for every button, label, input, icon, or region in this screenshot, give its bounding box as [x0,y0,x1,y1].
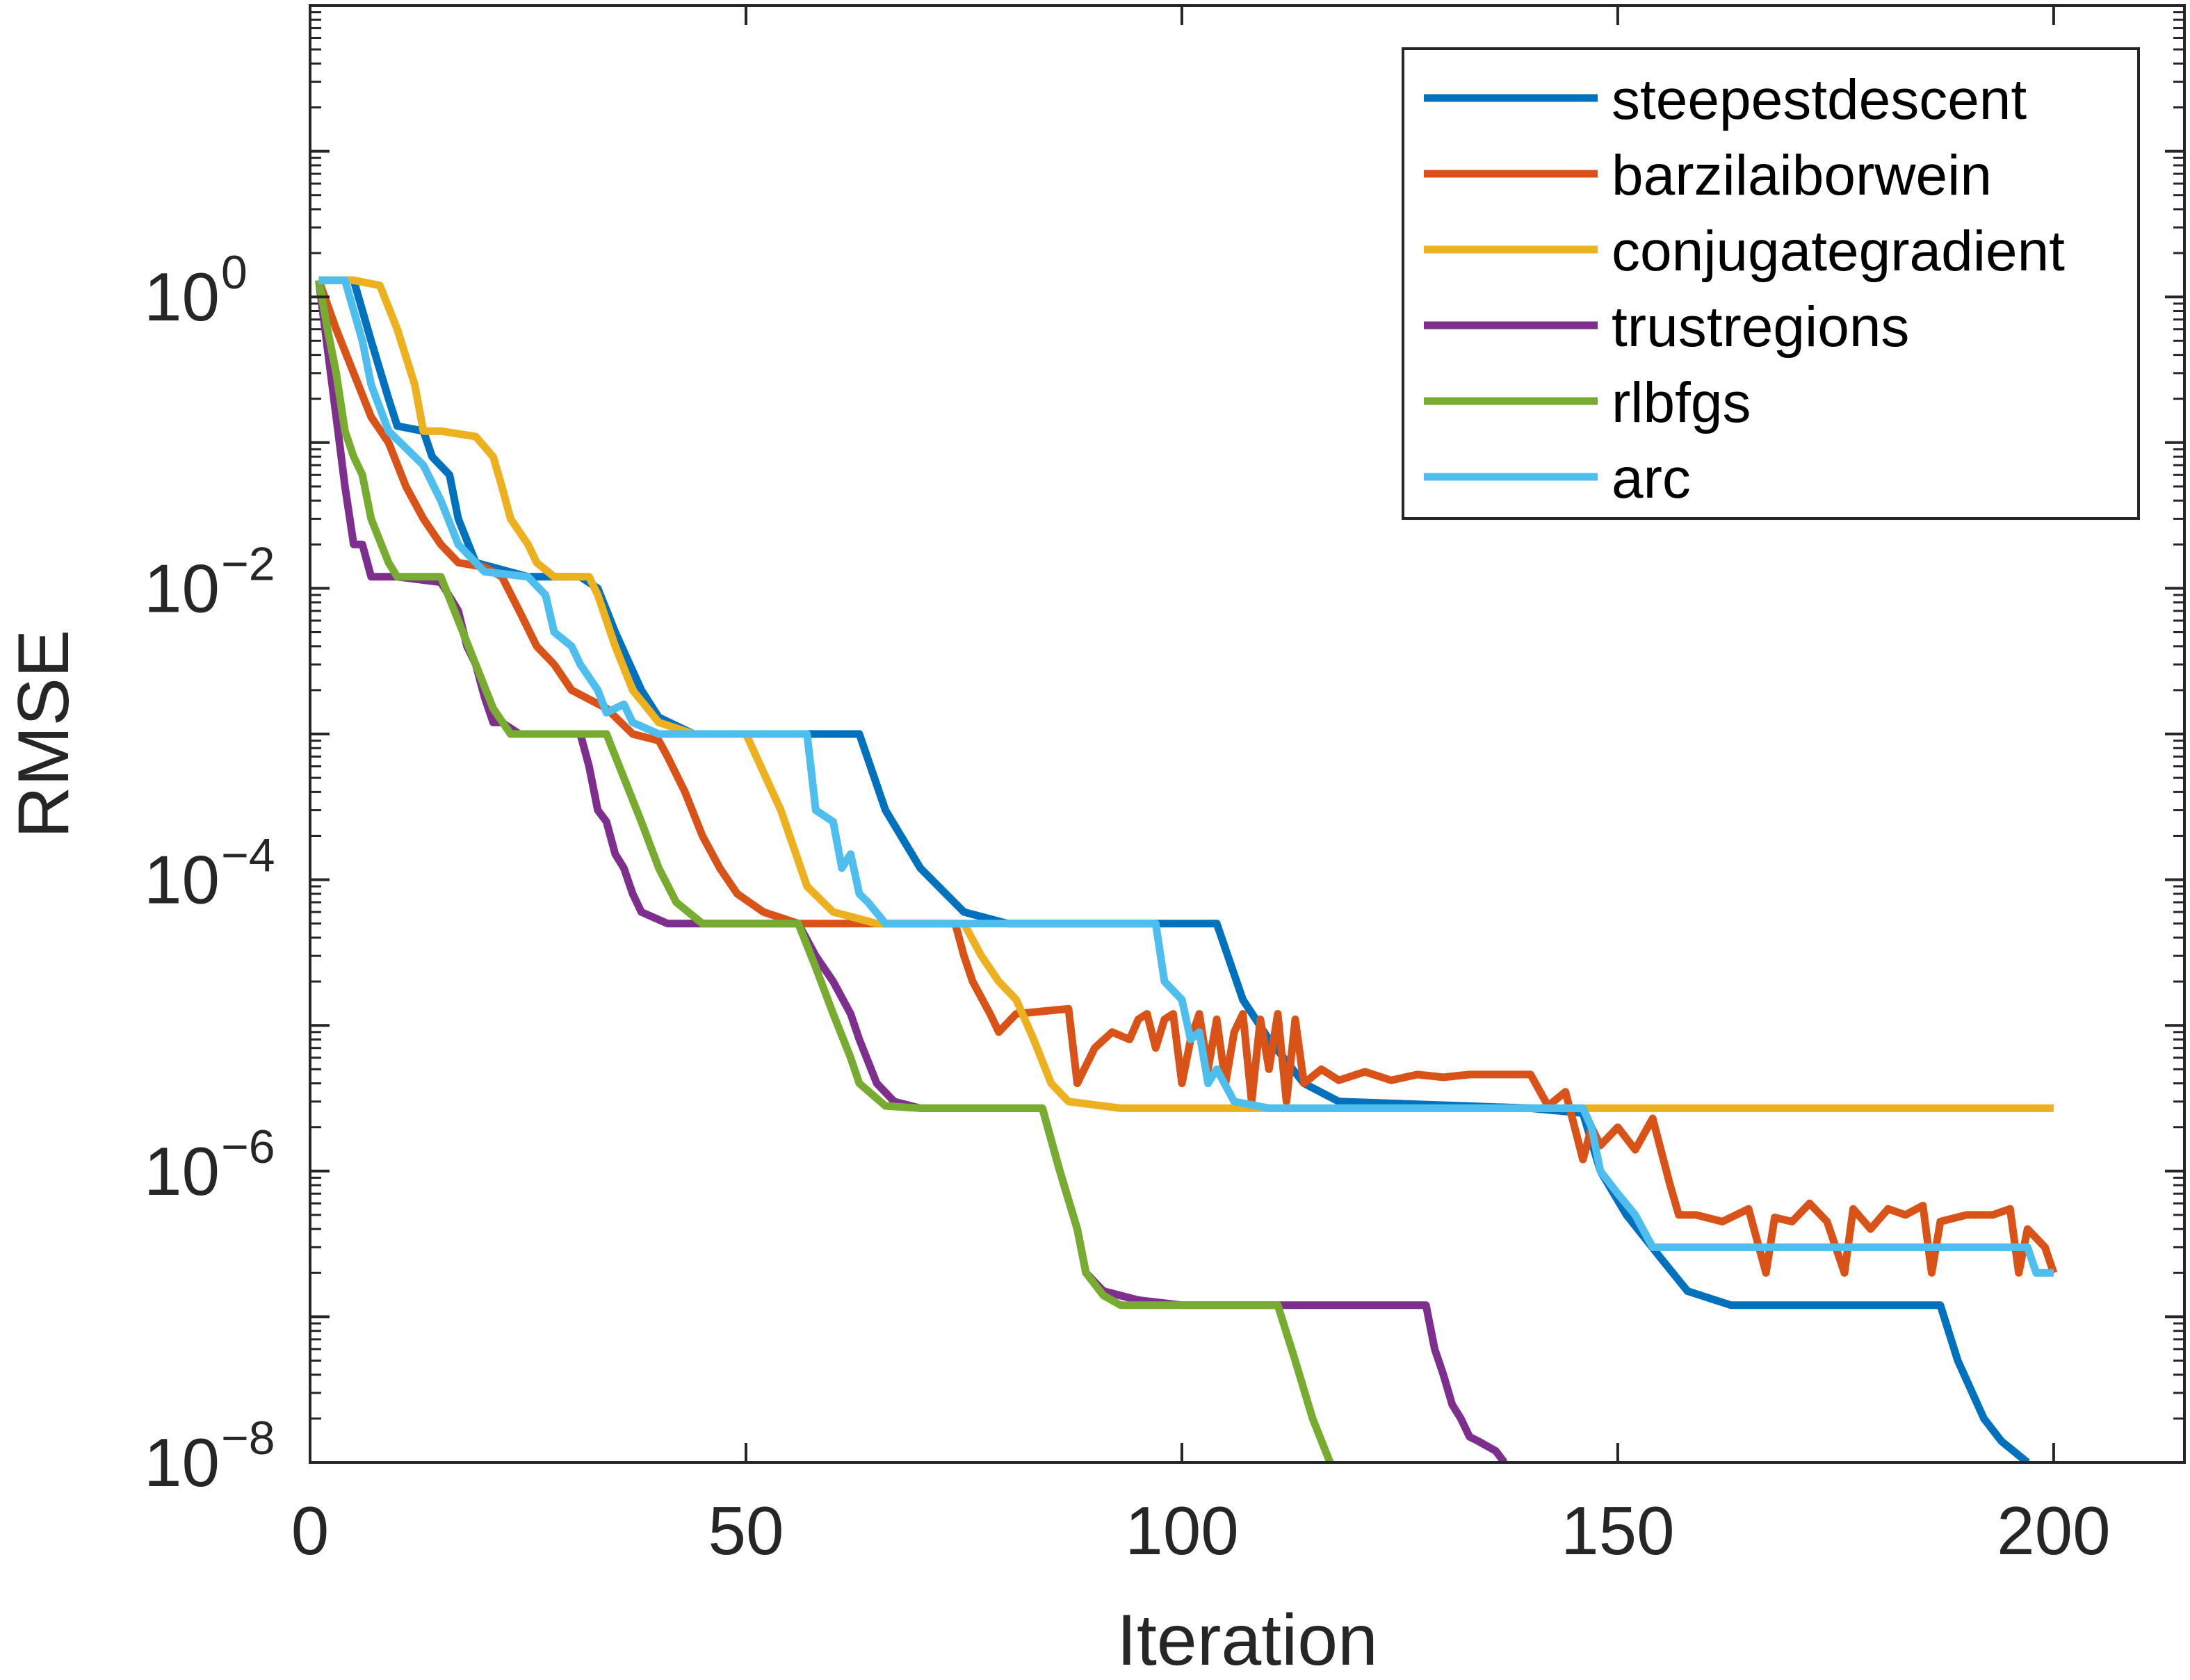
legend-label-arc: arc [1612,447,1691,510]
legend: steepestdescent barzilaiborwein conjugateg… [1402,47,2140,520]
y-tick-label-exponent: −8 [221,1412,275,1465]
series-line-steepestdescent [318,276,2030,1462]
legend-label-steepestdescent: steepestdescent [1612,68,2027,131]
legend-label-barzilaiborwein: barzilaiborwein [1612,144,1992,207]
legend-label-trustregions: trustregions [1612,295,1909,359]
x-tick-label: 100 [1125,1492,1239,1569]
legend-label-rlbfgs: rlbfgs [1612,371,1751,434]
x-tick-label: 50 [708,1492,784,1569]
legend-box [1402,47,2140,520]
y-tick-label-base: 10 [144,1424,220,1501]
series-line-conjugategradient [318,276,2054,1112]
x-axis-label: Iteration [1117,1600,1378,1680]
x-tick-label: 150 [1561,1492,1675,1569]
y-tick-label-base: 10 [144,550,220,626]
series-line-arc [318,276,2054,1277]
y-tick-label-base: 10 [144,842,220,918]
series-line-rlbfgs [315,279,1334,1462]
legend-label-conjugategradient: conjugategradient [1612,220,2065,283]
y-tick-label-base: 10 [144,259,220,335]
y-tick-label-base: 10 [144,1133,220,1209]
x-tick-labels: 0 50 100 150 200 [291,1492,2111,1569]
minor-ticks [310,11,2184,1420]
y-axis-label: RMSE [3,630,84,838]
y-tick-label-exponent: −2 [221,537,275,590]
y-tick-label-exponent: −6 [221,1120,275,1173]
y-tick-label-exponent: −4 [221,829,275,882]
x-tick-label: 0 [291,1492,330,1569]
y-tick-label-exponent: 0 [221,246,248,299]
x-tick-label: 200 [1997,1492,2111,1569]
series-layer [315,276,2058,1462]
axes-box [309,4,2186,1464]
series-line-barzilaiborwein [315,279,2058,1277]
